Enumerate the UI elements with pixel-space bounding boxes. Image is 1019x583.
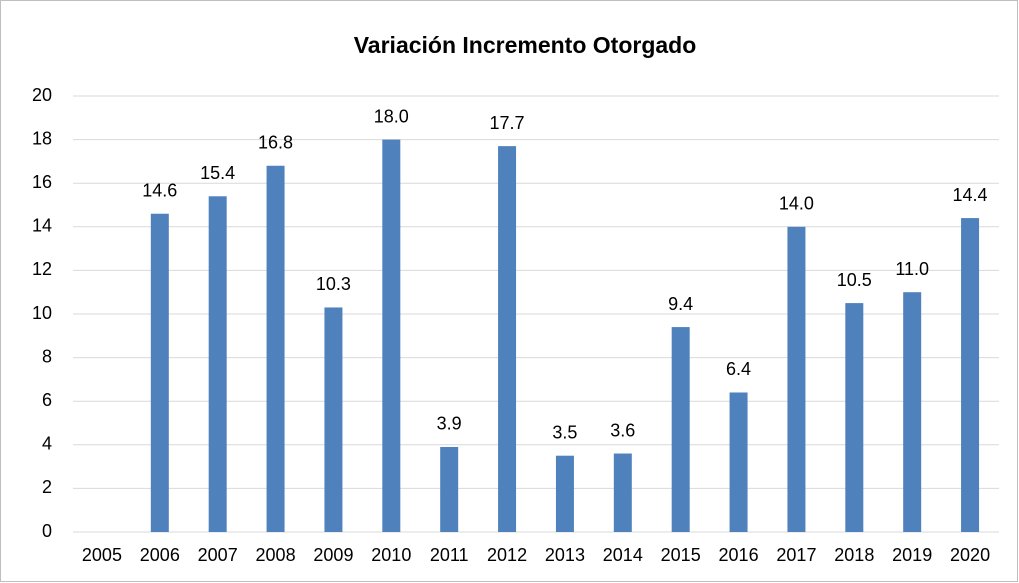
bar: [729, 392, 748, 532]
x-tick-label: 2006: [140, 545, 180, 565]
x-tick-label: 2014: [603, 545, 643, 565]
bar: [382, 139, 401, 532]
bar: [208, 196, 227, 532]
x-tick-label: 2015: [661, 545, 701, 565]
x-tick-label: 2008: [256, 545, 296, 565]
bar: [440, 446, 459, 532]
value-label: 18.0: [374, 106, 409, 126]
x-tick-label: 2010: [371, 545, 411, 565]
bar: [671, 327, 690, 532]
value-label: 3.9: [437, 414, 462, 434]
x-tick-label: 2017: [776, 545, 816, 565]
bar: [498, 146, 517, 532]
x-tick-label: 2018: [834, 545, 874, 565]
y-tick-label: 14: [32, 216, 52, 236]
x-tick-label: 2012: [487, 545, 527, 565]
x-tick-label: 2019: [892, 545, 932, 565]
value-label: 16.8: [258, 133, 293, 153]
value-label: 6.4: [726, 359, 751, 379]
bar: [961, 218, 980, 532]
y-tick-label: 20: [32, 85, 52, 105]
bar: [845, 303, 864, 532]
value-label: 3.5: [552, 422, 577, 442]
x-tick-label: 2005: [82, 545, 122, 565]
bar: [266, 165, 285, 532]
value-label: 10.5: [837, 270, 872, 290]
bar: [613, 453, 632, 532]
y-tick-label: 18: [32, 128, 52, 148]
value-label: 9.4: [668, 294, 693, 314]
value-label: 3.6: [610, 420, 635, 440]
x-tick-label: 2007: [198, 545, 238, 565]
y-tick-label: 6: [42, 390, 52, 410]
value-label: 11.0: [895, 259, 929, 279]
x-tick-label: 2016: [719, 545, 759, 565]
value-label: 14.0: [779, 194, 814, 214]
bar: [555, 455, 574, 532]
y-tick-label: 2: [42, 477, 52, 497]
value-label: 14.4: [953, 185, 988, 205]
bar: [903, 292, 922, 532]
x-tick-label: 2011: [430, 545, 469, 565]
value-label: 15.4: [200, 163, 235, 183]
value-label: 17.7: [490, 113, 525, 133]
bar: [787, 226, 806, 533]
y-tick-label: 12: [32, 259, 52, 279]
y-tick-label: 10: [32, 303, 52, 323]
x-tick-label: 2009: [313, 545, 353, 565]
chart-title: Variación Incremento Otorgado: [354, 32, 697, 58]
bar: [150, 213, 169, 532]
x-tick-label: 2020: [950, 545, 990, 565]
x-tick-label: 2013: [545, 545, 585, 565]
y-tick-label: 16: [32, 172, 52, 192]
value-label: 10.3: [316, 274, 351, 294]
value-label: 14.6: [142, 180, 177, 200]
bar: [324, 307, 343, 532]
y-tick-label: 0: [42, 521, 52, 541]
y-tick-label: 4: [42, 434, 52, 454]
y-tick-label: 8: [42, 346, 52, 366]
